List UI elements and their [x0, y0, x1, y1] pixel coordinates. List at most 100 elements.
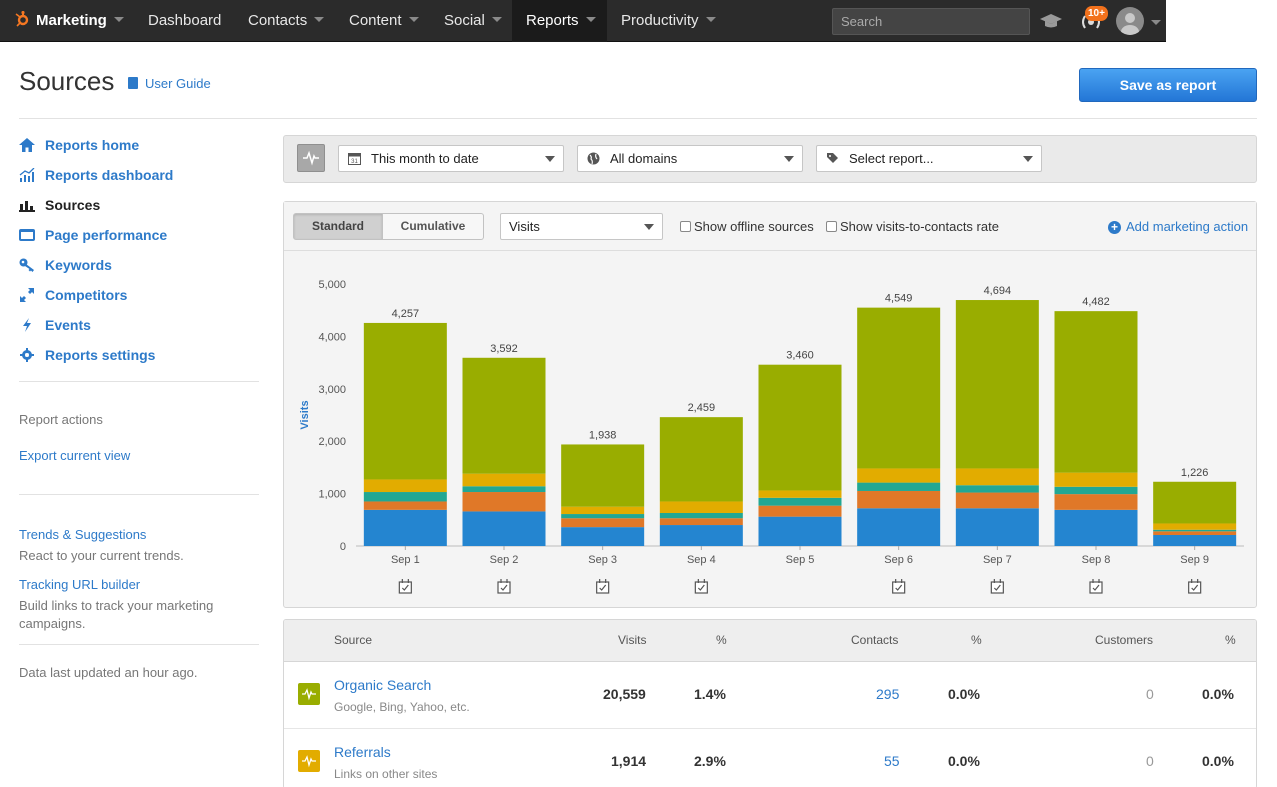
nav-productivity[interactable]: Productivity: [621, 0, 716, 42]
checkbox-box[interactable]: [826, 221, 837, 232]
visits-stacked-bar-chart: 0 1,000 2,000 3,000 4,000 5,000 Visits 4,257 Sep…: [299, 279, 1244, 594]
bar-total-label: 4,549: [885, 293, 913, 305]
tracking-url-builder-link[interactable]: Tracking URL builder: [19, 577, 141, 592]
bar-chart-icon: [19, 201, 35, 212]
line-chart-icon: [19, 168, 35, 182]
select-report-value: Select report...: [849, 151, 934, 166]
sidebar-item-page-performance[interactable]: Page performance: [19, 225, 167, 245]
checkbox-label: Show offline sources: [694, 219, 814, 234]
sidebar-item-reports-settings[interactable]: Reports settings: [19, 345, 155, 365]
gear-icon: [20, 348, 34, 362]
cumulative-toggle[interactable]: Cumulative: [383, 213, 484, 240]
sidebar-item-events[interactable]: Events: [19, 315, 91, 335]
metric-value: Visits: [509, 219, 540, 234]
bar-segment: [659, 512, 743, 519]
bar-total-label: 3,460: [786, 350, 814, 362]
bar-segment: [857, 482, 941, 491]
trends-suggestions-link[interactable]: Trends & Suggestions: [19, 527, 147, 542]
standard-toggle[interactable]: Standard: [293, 213, 383, 240]
contacts-value[interactable]: 295: [876, 686, 900, 702]
sidebar-item-reports-dashboard[interactable]: Reports dashboard: [19, 165, 173, 185]
source-name-link[interactable]: Organic Search: [334, 677, 432, 693]
marketing-action-calendar-icon[interactable]: [497, 579, 511, 594]
bolt-icon: [23, 318, 31, 332]
marketing-action-calendar-icon[interactable]: [1089, 579, 1103, 594]
x-tick-label: Sep 2: [490, 554, 519, 566]
customers-pct-value: 0.0%: [1202, 686, 1234, 702]
domains-select[interactable]: All domains: [577, 145, 803, 172]
contacts-value[interactable]: 55: [884, 753, 900, 769]
nav-content[interactable]: Content: [349, 0, 419, 42]
bar-segment: [758, 490, 842, 498]
pulse-icon: [303, 150, 319, 166]
user-guide-link[interactable]: User Guide: [128, 76, 211, 91]
report-actions-heading: Report actions: [19, 412, 103, 427]
visits-value: 1,914: [611, 753, 647, 769]
bar-segment: [462, 511, 546, 546]
sprocket-logo-icon: [15, 11, 29, 27]
marketing-action-calendar-icon[interactable]: [398, 579, 412, 594]
sidebar-item-sources[interactable]: Sources: [19, 195, 100, 215]
bar-segment: [1153, 531, 1237, 535]
bar-segment: [1153, 523, 1237, 530]
domains-value: All domains: [610, 151, 678, 166]
marketing-action-calendar-icon[interactable]: [990, 579, 1004, 594]
bar-segment: [659, 417, 743, 502]
marketing-action-calendar-icon[interactable]: [1188, 579, 1202, 594]
marketing-action-calendar-icon[interactable]: [694, 579, 708, 594]
date-range-select[interactable]: 31 This month to date: [338, 145, 564, 172]
organic-search-icon: [298, 683, 320, 705]
col-visits[interactable]: Visits: [618, 633, 647, 647]
chevron-down-icon: [314, 17, 325, 22]
bar-segment: [363, 479, 447, 493]
col-contacts[interactable]: Contacts: [851, 633, 899, 647]
pulse-view-button[interactable]: [297, 144, 325, 172]
search-input[interactable]: Search: [832, 8, 1030, 35]
nav-contacts[interactable]: Contacts: [248, 0, 325, 42]
sidebar-item-label: Events: [45, 317, 91, 333]
nav-right-spacer: [1166, 0, 1277, 42]
nav-reports[interactable]: Reports: [512, 0, 607, 42]
metric-select[interactable]: Visits: [500, 213, 663, 240]
show-offline-sources-checkbox[interactable]: Show offline sources: [680, 219, 814, 234]
nav-social[interactable]: Social: [444, 0, 502, 42]
nav-contacts-label: Contacts: [248, 12, 308, 29]
col-contacts-pct[interactable]: %: [971, 633, 982, 647]
y-tick-label: 2,000: [318, 436, 346, 448]
contacts-pct-value: 0.0%: [948, 686, 980, 702]
source-name-link[interactable]: Referrals: [334, 744, 391, 760]
col-customers[interactable]: Customers: [1095, 633, 1154, 647]
bar-segment: [758, 497, 842, 506]
sidebar-item-keywords[interactable]: Keywords: [19, 255, 112, 275]
account-chevron-down-icon[interactable]: [1151, 20, 1161, 25]
sidebar-item-competitors[interactable]: Competitors: [19, 285, 127, 305]
marketing-action-calendar-icon[interactable]: [596, 579, 610, 594]
plus-icon: +: [1108, 221, 1121, 234]
user-avatar[interactable]: [1116, 7, 1144, 35]
checkbox-box[interactable]: [680, 221, 691, 232]
marketing-action-calendar-icon[interactable]: [892, 579, 906, 594]
graduation-cap-icon[interactable]: [1040, 11, 1062, 31]
sidebar-item-label: Keywords: [45, 257, 112, 273]
save-as-report-button[interactable]: Save as report: [1079, 68, 1257, 102]
show-visits-to-contacts-checkbox[interactable]: Show visits-to-contacts rate: [826, 219, 999, 234]
x-tick-label: Sep 9: [1180, 554, 1209, 566]
add-marketing-action-link[interactable]: + Add marketing action: [1108, 219, 1248, 234]
chevron-down-icon: [644, 224, 654, 230]
sidebar-item-reports-home[interactable]: Reports home: [19, 135, 139, 155]
bar-segment: [363, 501, 447, 510]
nav-dashboard[interactable]: Dashboard: [148, 0, 221, 42]
sidebar-item-label: Reports settings: [45, 347, 156, 363]
export-current-view-link[interactable]: Export current view: [19, 448, 131, 463]
col-source[interactable]: Source: [334, 633, 373, 647]
col-visits-pct[interactable]: %: [716, 633, 727, 647]
x-tick-label: Sep 4: [687, 554, 716, 566]
col-customers-pct[interactable]: %: [1225, 633, 1236, 647]
select-report-dropdown[interactable]: Select report...: [816, 145, 1042, 172]
nav-marketing-menu[interactable]: Marketing: [14, 0, 124, 42]
home-icon: [19, 138, 35, 152]
pulse-icon: [302, 755, 316, 768]
bar-segment: [659, 518, 743, 526]
key-icon: [19, 258, 34, 272]
nav-social-label: Social: [444, 12, 485, 29]
